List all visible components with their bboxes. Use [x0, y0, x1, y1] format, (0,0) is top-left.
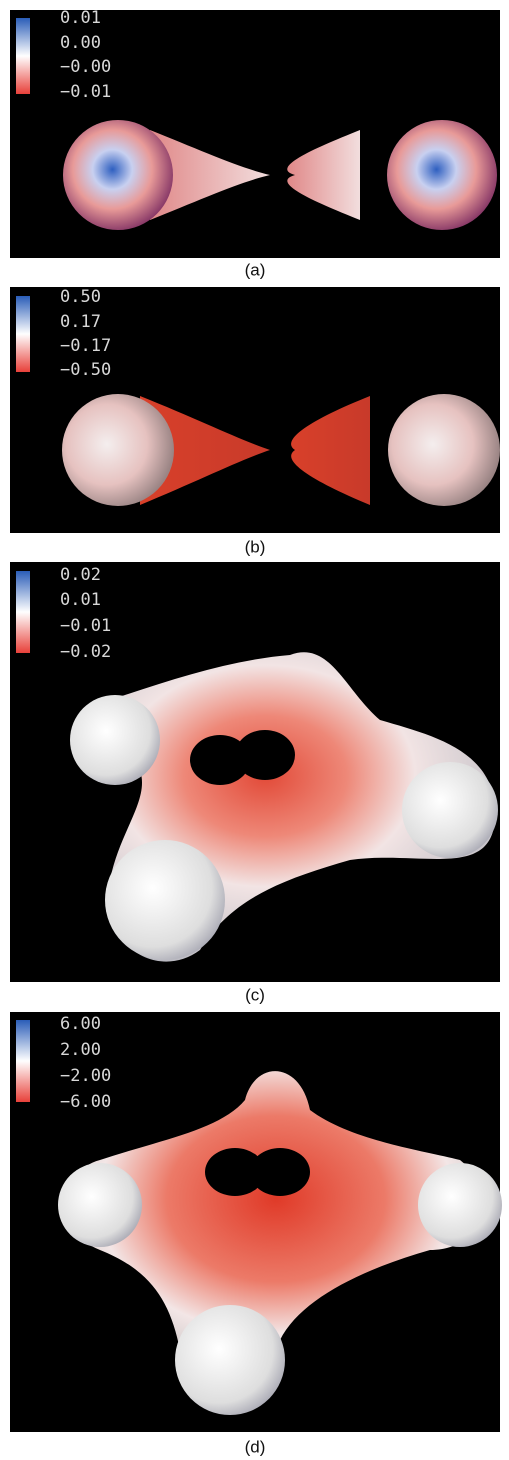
legend-label: 0.17: [60, 312, 101, 332]
caption: (c): [245, 985, 265, 1004]
legend-label: 0.02: [60, 565, 101, 585]
colorbar: [16, 18, 30, 94]
legend-label: −0.00: [60, 57, 111, 77]
legend-label: −0.17: [60, 336, 111, 356]
colorbar: [16, 571, 30, 653]
surface: [387, 120, 497, 230]
surface: [388, 394, 500, 506]
legend-label: −0.50: [60, 360, 111, 380]
legend-label: 2.00: [60, 1040, 101, 1060]
surface: [62, 394, 174, 506]
legend-label: −0.02: [60, 642, 111, 662]
surface: [418, 1163, 502, 1247]
surface: [402, 762, 498, 858]
surface: [58, 1163, 142, 1247]
surface: [105, 840, 225, 960]
caption: (b): [245, 537, 266, 556]
legend-label: 0.50: [60, 287, 101, 307]
colorbar: [16, 296, 30, 372]
legend-label: −6.00: [60, 1092, 111, 1112]
hole: [235, 730, 295, 780]
surface: [63, 120, 173, 230]
legend-label: 0.01: [60, 590, 101, 610]
colorbar: [16, 1020, 30, 1102]
caption: (a): [245, 260, 266, 279]
legend-label: −2.00: [60, 1066, 111, 1086]
hole: [250, 1148, 310, 1196]
figure: 0.01 0.00 −0.00 −0.01 (a) 0.50 0.17 −0.1…: [0, 0, 509, 1460]
surface: [175, 1305, 285, 1415]
legend-label: −0.01: [60, 82, 111, 102]
legend-label: 0.01: [60, 8, 101, 28]
legend-label: 6.00: [60, 1014, 101, 1034]
legend-label: 0.00: [60, 33, 101, 53]
legend-label: −0.01: [60, 616, 111, 636]
surface: [70, 695, 160, 785]
caption: (d): [245, 1437, 266, 1456]
